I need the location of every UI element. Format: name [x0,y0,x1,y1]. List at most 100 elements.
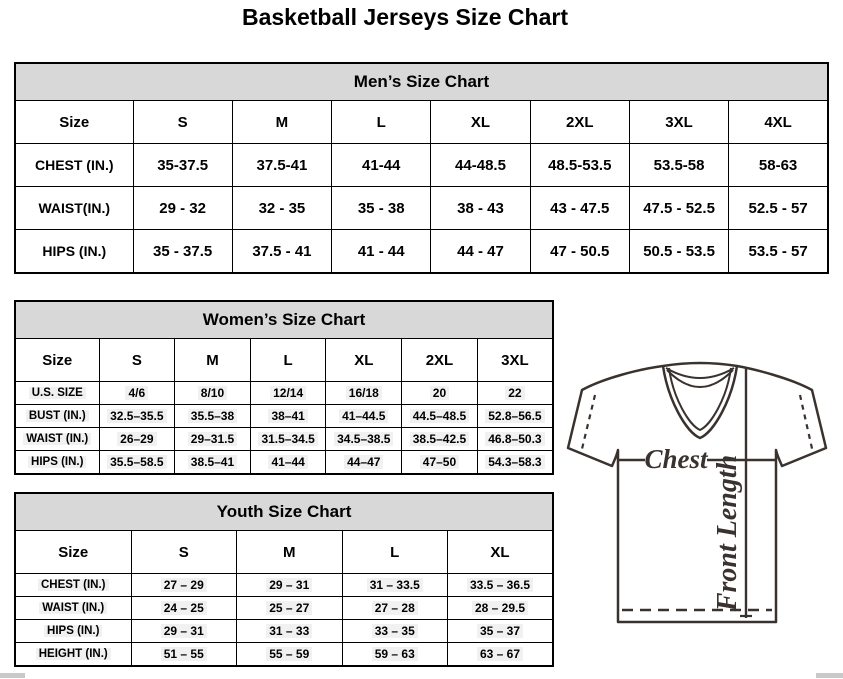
jersey-diagram: Chest Front Length [566,361,828,624]
size-cell: 33 – 35 [341,619,448,643]
size-cell: 35-37.5 [132,143,233,187]
size-cell: 22 [476,381,554,405]
cell-text: 52.5 - 57 [748,199,808,217]
row-label: CHEST (IN.) [14,143,134,187]
table-title: Youth Size Chart [14,492,554,531]
cell-text: 46.8–50.3 [485,432,545,446]
cell-text: 47.5 - 52.5 [643,199,715,217]
table-row: CHEST (IN.) 27 – 29 29 – 31 31 – 33.5 33.5 –… [14,573,554,597]
size-cell: 51 – 55 [130,642,237,667]
cell-text: 52.8–56.5 [485,409,545,423]
cell-text: U.S. SIZE [28,387,86,399]
column-header: XL [325,338,403,382]
scrollbar-fragment-right[interactable] [816,673,843,678]
row-label: HIPS (IN.) [14,619,132,643]
column-header: M [174,338,251,382]
size-cell: 29 – 31 [236,573,343,597]
mens-size-table: Men’s Size Chart Size S M L XL 2XL 3XL 4XL CHEST … [14,62,829,274]
cell-text: 41-44 [362,156,401,174]
cell-text: Size [58,543,89,561]
cell-text: L [390,543,400,561]
size-cell: 16/18 [325,381,403,405]
collar-rib-line-1 [665,367,735,379]
left-cuff-seam-dashed [579,394,597,454]
table-title-row: Women’s Size Chart [14,300,554,339]
size-cell: 20 [401,381,478,405]
cell-text: 54.3–58.3 [485,455,545,469]
size-cell: 35 - 37.5 [132,229,233,274]
row-label: HEIGHT (IN.) [14,642,132,667]
size-cell: 35 - 38 [331,186,432,230]
right-cuff-seam-dashed [798,394,815,454]
size-cell: 35 – 37 [447,619,554,643]
chest-label: Chest [644,444,709,474]
cell-text: XL [470,113,491,131]
size-cell: 48.5-53.5 [529,143,630,187]
cell-text: 2XL [425,351,454,369]
table-title: Men’s Size Chart [14,62,829,101]
row-label: CHEST (IN.) [14,573,132,597]
column-header: L [331,100,432,144]
cell-text: 32 - 35 [258,199,306,217]
cell-text: 29–31.5 [187,432,238,446]
cell-text: 35 - 38 [357,199,405,217]
size-cell: 4/6 [98,381,176,405]
size-cell: 44–47 [325,450,403,475]
size-cell: 35.5–58.5 [98,450,176,475]
cell-text: S [177,113,188,131]
row-label: WAIST (IN.) [14,427,100,451]
page-title: Basketball Jerseys Size Chart [241,4,568,30]
cell-text: 37.5 - 41 [252,242,312,260]
table-row: WAIST (IN.) 24 – 25 25 – 27 27 – 28 28 – 29.… [14,596,554,620]
cell-text: 58-63 [758,156,798,174]
cell-text: M [283,543,296,561]
cell-text: 47 - 50.5 [550,242,610,260]
column-header: XL [430,100,531,144]
cell-text: 41–44 [268,455,308,469]
cell-text: 35-37.5 [157,156,209,174]
cell-text: BUST (IN.) [25,410,89,422]
column-header: Size [14,100,134,144]
column-header: Size [14,338,100,382]
table-title: Women’s Size Chart [14,300,554,339]
cell-text: HIPS (IN.) [42,243,107,259]
jersey-outline-shape [566,361,828,624]
cell-text: XL [490,543,510,561]
cell-text: 35.5–38 [187,409,238,423]
womens-size-table: Women’s Size Chart Size S M L XL 2XL 3XL U.S. SI… [14,300,554,475]
size-cell: 38.5–42.5 [401,427,478,451]
size-cell: 26–29 [98,427,176,451]
cell-text: 27 – 28 [371,601,418,615]
size-cell: 38.5–41 [174,450,251,475]
cell-text: S [178,543,189,561]
column-header: Size [14,530,132,574]
cell-text: 3XL [665,113,693,131]
size-cell: 41–44 [249,450,327,475]
table-row: WAIST(IN.) 29 - 32 32 - 35 35 - 38 38 - 43 43… [14,186,829,230]
cell-text: CHEST (IN.) [37,579,109,591]
cell-text: 4/6 [125,386,149,400]
size-cell: 28 – 29.5 [447,596,554,620]
cell-text: M [275,113,289,131]
collar-inner-line [668,367,732,431]
cell-text: 31.5–34.5 [258,432,318,446]
cell-text: 29 - 32 [159,199,206,217]
size-cell: 44.5–48.5 [401,404,478,428]
header-row: Size S M L XL [14,530,554,574]
size-cell: 59 – 63 [341,642,448,667]
cell-text: 47–50 [419,455,460,469]
cell-text: 16/18 [345,386,382,400]
scrollbar-fragment-left[interactable] [0,673,25,678]
cell-text: S [131,351,142,369]
size-cell: 33.5 – 36.5 [447,573,554,597]
size-cell: 27 – 28 [341,596,448,620]
size-cell: 31 – 33.5 [341,573,448,597]
cell-text: L [376,113,386,131]
cell-text: 41 - 44 [357,242,405,260]
size-cell: 53.5 - 57 [728,229,829,274]
column-header: L [249,338,327,382]
cell-text: CHEST (IN.) [34,157,114,173]
table-title-row: Men’s Size Chart [14,62,829,101]
cell-text: 41–44.5 [339,409,389,423]
table-row: BUST (IN.) 32.5–35.5 35.5–38 38–41 41–44.5 44… [14,404,554,428]
